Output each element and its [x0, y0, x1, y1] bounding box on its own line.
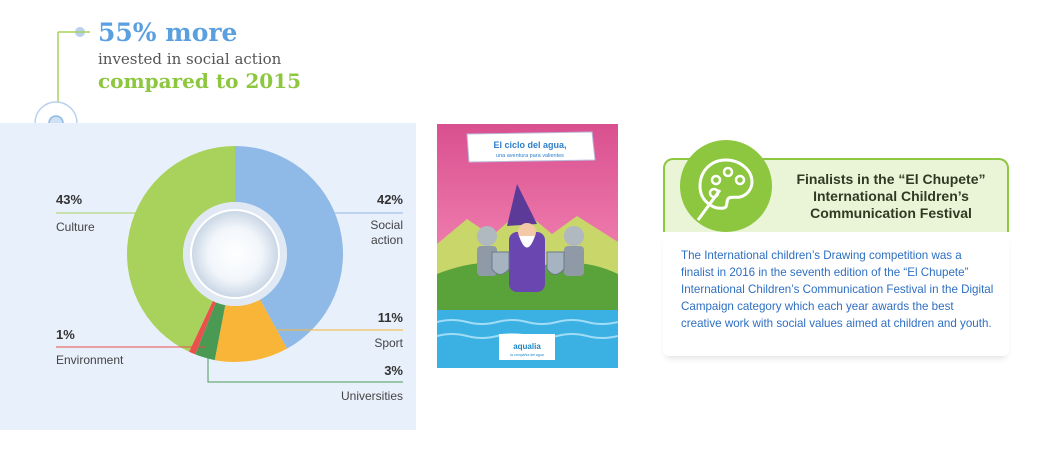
universities-label: Universities [340, 389, 403, 403]
donut-slice-culture [126, 146, 235, 352]
wizard-beard [519, 236, 535, 248]
palette-icon [696, 158, 754, 221]
knight-right-head [564, 226, 584, 246]
donut-slice-universities [195, 302, 226, 361]
sport-pct: 11% [377, 310, 403, 325]
donut-chart-panel: 43% Culture 42% Social action 11% Sport … [0, 123, 416, 430]
headline-compare: compared to 2015 [98, 69, 302, 93]
award-icon-circle [680, 140, 772, 232]
poster-subtitle: una aventura para valientes [496, 153, 564, 159]
donut-hole [190, 209, 280, 299]
donut-slice-environment [189, 301, 216, 355]
knight-right-body [564, 246, 584, 276]
award-description: The International children’s Drawing com… [681, 249, 994, 330]
leader-line-universities [207, 338, 403, 383]
sport-label: Sport [374, 336, 403, 350]
poster-brand: aqualia [513, 342, 541, 351]
knight-left-head [477, 226, 497, 246]
knight-left-shield [491, 251, 510, 275]
award-title: Finalists in the “El Chupete” Internatio… [796, 171, 986, 221]
wizard-robe [509, 232, 545, 292]
poster-waves [437, 319, 618, 325]
social-action-pct: 42% [376, 192, 403, 207]
award-body-card [663, 232, 1009, 356]
poster-banner [466, 131, 596, 163]
donut-slice-social-action [235, 146, 344, 349]
culture-label: Culture [56, 220, 95, 234]
universities-pct: 3% [384, 363, 403, 378]
social-action-label-line1: Social [370, 218, 403, 232]
donut-slice-sport [214, 299, 288, 362]
donut-chart [56, 146, 403, 383]
environment-pct: 1% [56, 327, 75, 342]
culture-pct: 43% [56, 192, 83, 207]
knight-right-shield [546, 251, 565, 275]
poster-hill [437, 262, 618, 324]
headline-value: 55% more [98, 18, 238, 47]
wizard-hat [507, 184, 537, 226]
social-action-label-line2: action [370, 233, 403, 247]
poster-image[interactable]: El ciclo del agua, una aventura para val… [437, 124, 618, 368]
headline-subline: invested in social action [98, 50, 282, 68]
environment-label: Environment [56, 353, 124, 367]
poster-title: El ciclo del agua, [493, 140, 566, 150]
poster-brand-tag: la compañía del agua [510, 353, 544, 357]
poster-brand-box [499, 334, 555, 360]
